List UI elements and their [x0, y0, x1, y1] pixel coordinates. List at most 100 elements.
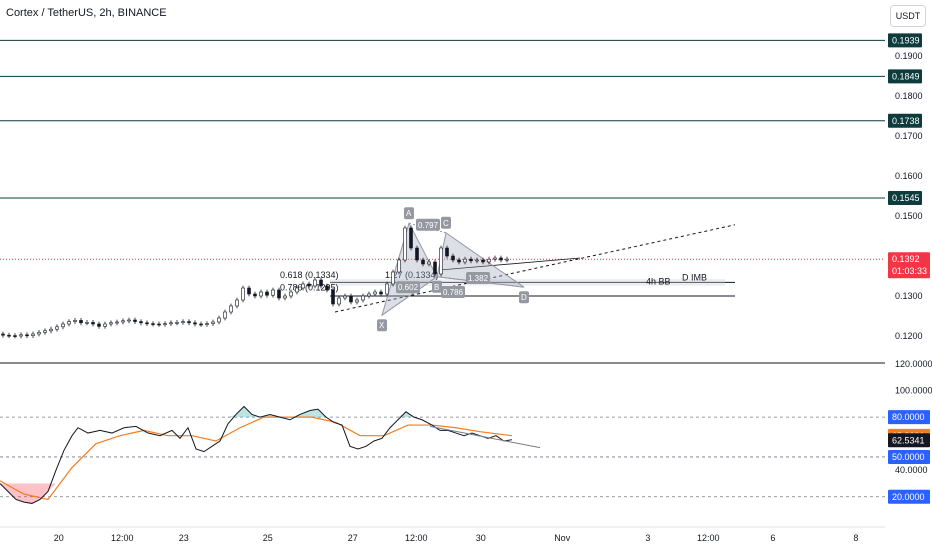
pattern-ratio-badge: [466, 272, 490, 284]
time-tick-label: 6: [770, 533, 775, 543]
candle-body: [151, 323, 155, 325]
time-tick-label: 20: [54, 533, 64, 543]
candle-body: [295, 287, 299, 293]
level-badge-label: 0.1939: [892, 35, 920, 45]
bb-label: 4h BB: [646, 276, 671, 286]
candle-body: [337, 297, 341, 305]
price-tick-label: 0.1600: [895, 171, 923, 181]
time-tick-label: 3: [645, 533, 650, 543]
level-badge-label: 0.1849: [892, 71, 920, 81]
pattern-ratio-badge: [396, 281, 420, 294]
pattern-ratio-label: 0.797: [418, 221, 439, 230]
candle-body: [127, 319, 131, 322]
candle-body: [55, 326, 59, 330]
pattern-point-label: C: [443, 219, 449, 228]
candle-body: [235, 299, 239, 307]
candle-body: [355, 299, 359, 303]
pattern-point-label: X: [379, 321, 385, 330]
candle-body: [265, 291, 269, 296]
candle-body: [313, 279, 317, 287]
candle-body: [85, 322, 89, 324]
candle-body: [409, 227, 413, 249]
time-tick-label: 12:00: [111, 533, 134, 543]
fib-618-label: 0.618 (0.1334): [280, 270, 339, 280]
rsi-level-label: 20.0000: [892, 492, 925, 502]
pattern-xb: [381, 276, 438, 316]
candle-body: [325, 285, 329, 291]
candle-body: [253, 293, 257, 297]
candle-body: [121, 320, 125, 323]
rsi-value-label: 62.5341: [892, 435, 925, 445]
candle-body: [217, 317, 221, 323]
currency-button[interactable]: USDT: [890, 5, 926, 27]
candle-body: [373, 291, 377, 295]
candle-body: [73, 320, 77, 322]
pattern-point-badge: [404, 207, 414, 220]
candle-body: [79, 320, 83, 324]
last-price-label: 0.1392: [892, 254, 920, 264]
bb-zone: [330, 279, 725, 286]
candle-body: [451, 255, 455, 261]
rsi-tick-label: 120.0000: [895, 359, 932, 369]
rsi-tick-label: 100.0000: [895, 386, 932, 396]
candle-body: [493, 257, 497, 260]
level-badge: [888, 191, 922, 205]
pattern-ratio-label: 0.786: [443, 288, 464, 297]
candle-body: [67, 321, 71, 325]
candle-body: [175, 322, 179, 324]
candle-body: [439, 247, 443, 275]
candle-body: [319, 279, 323, 287]
candle-body: [49, 328, 53, 332]
time-tick-label: 8: [853, 533, 858, 543]
candle-body: [331, 289, 335, 305]
imb-label: D IMB: [682, 272, 707, 282]
price-tick-label: 0.1500: [895, 211, 923, 221]
candle-body: [181, 321, 185, 323]
candle-body: [349, 295, 353, 303]
candle-body: [445, 247, 449, 257]
candle-body: [307, 283, 311, 287]
candle-body: [91, 322, 95, 325]
candle-body: [487, 258, 491, 263]
time-tick-label: Nov: [554, 533, 571, 543]
candle-body: [505, 258, 509, 261]
pattern-point-badge: [441, 216, 451, 229]
price-tick-label: 0.1200: [895, 331, 923, 341]
pattern-ratio-label: 0.602: [398, 283, 419, 292]
candle-body: [421, 259, 425, 265]
rsi-level-badge: [888, 410, 930, 425]
candle-body: [205, 323, 209, 325]
candle-body: [457, 259, 461, 263]
candle-body: [427, 261, 431, 265]
candle-body: [259, 291, 263, 297]
candle-body: [103, 323, 107, 327]
candle-body: [367, 293, 371, 297]
price-tick-label: 0.1300: [895, 291, 923, 301]
rsi-trendline: [429, 425, 541, 449]
rsi-level-label: 80.0000: [892, 412, 925, 422]
pattern-point-badge: [432, 280, 442, 293]
candle-body: [397, 259, 401, 273]
level-badge-label: 0.1738: [892, 116, 920, 126]
candle-body: [109, 322, 113, 325]
level-badge: [888, 113, 922, 128]
price-tick-label: 0.1700: [895, 131, 923, 141]
rsi-oversold-fill: [0, 483, 512, 504]
candle-body: [391, 271, 395, 285]
rsi-level-label: 50.0000: [892, 452, 925, 462]
rsi-badge: [888, 433, 930, 448]
countdown-label: 01:03:33: [892, 266, 927, 276]
candle-body: [247, 287, 251, 295]
rsi-level-badge: [888, 449, 930, 464]
candle-body: [223, 311, 227, 319]
candle-body: [37, 332, 41, 335]
candle-body: [241, 287, 245, 301]
candle-body: [271, 289, 275, 296]
candle-body: [379, 291, 383, 295]
candle-body: [283, 295, 287, 299]
candle-body: [25, 334, 29, 337]
candle-body: [385, 283, 389, 295]
last-price-badge: [888, 252, 930, 279]
candle-body: [139, 321, 143, 324]
